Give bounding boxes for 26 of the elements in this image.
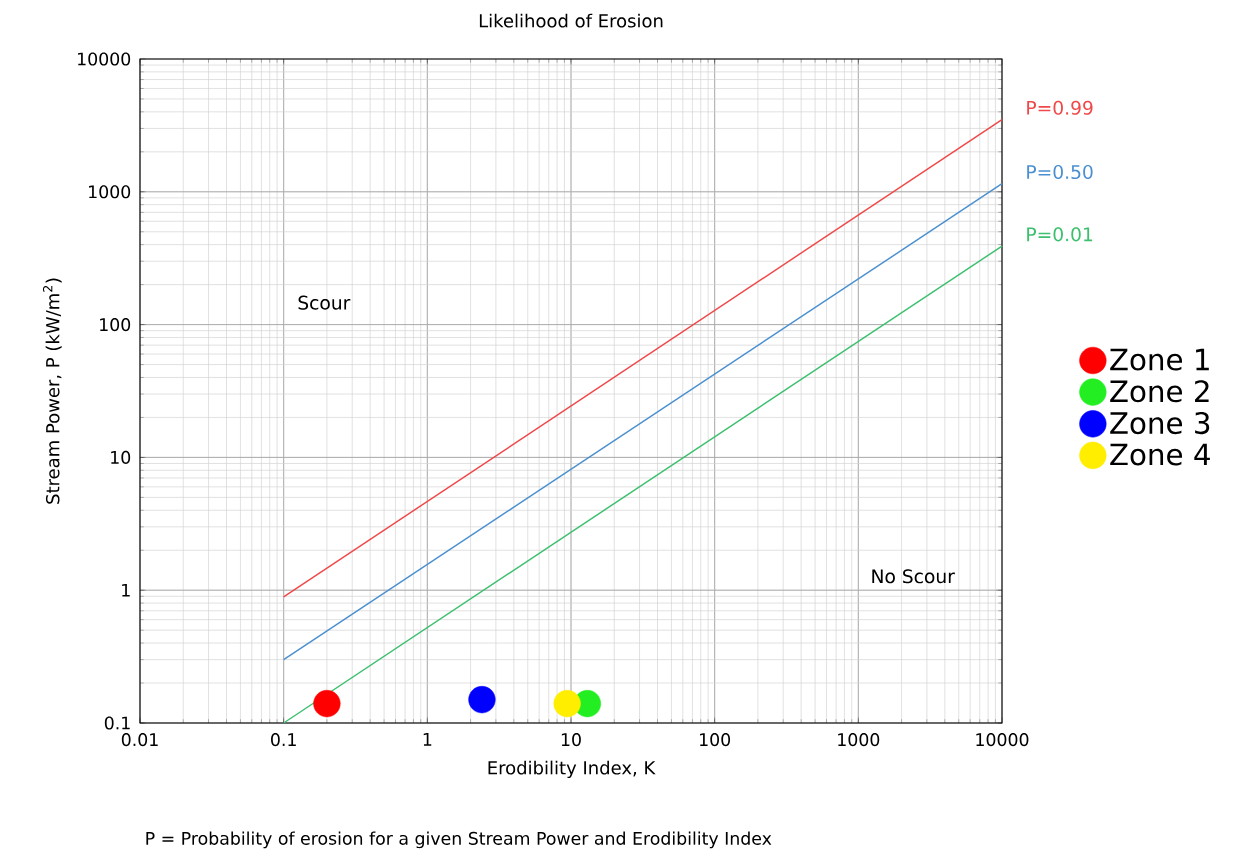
annotation: Scour — [298, 295, 351, 310]
legend-label: Zone 2 — [1110, 380, 1209, 403]
annotation: No Scour — [872, 569, 955, 584]
series-label: P=0.50 — [1027, 165, 1093, 180]
x-tick-label: 100 — [700, 733, 731, 747]
series-label: P=0.01 — [1027, 227, 1093, 242]
y-tick-label: 100 — [100, 318, 131, 332]
legend-label: Zone 3 — [1110, 412, 1210, 435]
x-tick-label: 1000 — [838, 733, 880, 747]
x-axis-title: Erodibility Index, K — [488, 760, 656, 779]
y-tick-label: 10 — [111, 451, 131, 465]
x-tick-label: 1 — [423, 733, 432, 746]
series-label: P=0.99 — [1027, 100, 1093, 115]
chart-title: Likelihood of Erosion — [479, 13, 663, 28]
text: P = Probability of erosion for a given Stream Power and Erodibility Index — [146, 831, 772, 849]
x-tick-label: 0.01 — [121, 733, 158, 747]
y-tick-label: 10000 — [78, 52, 131, 66]
x-tick-label: 10000 — [976, 733, 1029, 747]
x-tick-label: 0.1 — [271, 733, 296, 747]
y-tick-label: 1 — [122, 584, 130, 597]
legend-label: Zone 1 — [1110, 348, 1209, 371]
legend-label: Zone 4 — [1110, 443, 1210, 466]
y-tick-label: 1000 — [89, 185, 131, 199]
x-tick-label: 10 — [561, 733, 581, 747]
y-tick-label: 0.1 — [104, 716, 130, 730]
y-axis-title: Stream Power, P (kW/m$^{2}$) — [42, 278, 62, 504]
